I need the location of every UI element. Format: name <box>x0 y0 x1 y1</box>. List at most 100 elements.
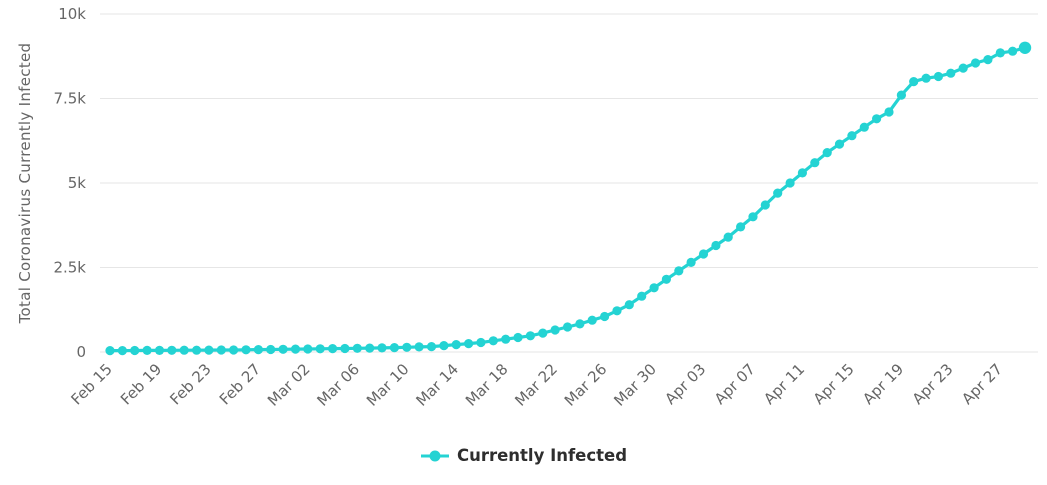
data-point[interactable] <box>365 343 375 353</box>
data-point[interactable] <box>204 345 214 355</box>
data-point[interactable] <box>686 257 696 267</box>
data-point[interactable] <box>303 344 313 354</box>
data-point[interactable] <box>476 337 486 348</box>
data-point[interactable] <box>970 58 981 68</box>
x-tick-label: Mar 06 <box>314 360 364 410</box>
data-point[interactable] <box>661 274 672 284</box>
data-point[interactable] <box>600 311 610 322</box>
x-tick-label: Feb 19 <box>117 360 165 408</box>
x-tick-label: Feb 15 <box>67 360 115 408</box>
data-point[interactable] <box>402 342 412 352</box>
data-point[interactable] <box>538 328 548 338</box>
data-point[interactable] <box>340 343 350 354</box>
data-point[interactable] <box>1008 46 1018 56</box>
data-point[interactable] <box>179 345 189 355</box>
data-point[interactable] <box>847 131 857 141</box>
data-point[interactable] <box>760 200 770 210</box>
data-point[interactable] <box>389 343 399 353</box>
data-point[interactable] <box>946 68 956 78</box>
data-point[interactable] <box>674 266 684 276</box>
data-point[interactable] <box>958 63 968 73</box>
data-point[interactable] <box>426 342 437 352</box>
data-point[interactable] <box>488 336 498 346</box>
x-tick-label: Apr 23 <box>909 360 957 408</box>
data-point[interactable] <box>810 158 820 168</box>
data-point[interactable] <box>328 344 338 354</box>
data-point[interactable] <box>773 188 783 198</box>
x-tick-label: Mar 22 <box>511 360 561 410</box>
data-point[interactable] <box>896 90 907 100</box>
data-point[interactable] <box>872 114 882 124</box>
data-point[interactable] <box>822 148 832 158</box>
data-point[interactable] <box>154 345 165 355</box>
data-point[interactable] <box>513 332 523 343</box>
data-point[interactable] <box>575 319 585 329</box>
legend-label: Currently Infected <box>456 446 628 465</box>
data-point[interactable] <box>117 346 127 356</box>
data-point[interactable] <box>266 344 276 355</box>
data-point[interactable] <box>216 345 226 355</box>
y-tick-label: 10k <box>58 5 86 23</box>
data-point[interactable] <box>785 178 795 188</box>
data-point[interactable] <box>933 71 944 82</box>
line-marker-icon <box>420 450 449 461</box>
data-point[interactable] <box>748 212 758 222</box>
legend-item-currently-infected[interactable]: Currently Infected <box>420 446 627 465</box>
data-point[interactable] <box>550 325 560 335</box>
data-point[interactable] <box>624 300 634 310</box>
data-point[interactable] <box>698 249 709 259</box>
data-point[interactable] <box>612 306 622 316</box>
data-point[interactable] <box>711 240 721 251</box>
data-point[interactable] <box>983 55 993 65</box>
data-point[interactable] <box>241 345 251 355</box>
data-point[interactable] <box>834 139 845 149</box>
data-point[interactable] <box>130 345 140 356</box>
data-point[interactable] <box>587 315 597 325</box>
data-point[interactable] <box>909 77 919 87</box>
data-point[interactable] <box>377 343 387 353</box>
data-point[interactable] <box>253 345 263 355</box>
data-point[interactable] <box>501 334 511 344</box>
data-point[interactable] <box>921 73 931 83</box>
data-point[interactable] <box>290 344 301 354</box>
data-point[interactable] <box>562 322 573 332</box>
data-point[interactable] <box>451 340 461 350</box>
series-line-currently-infected <box>108 46 1027 353</box>
data-point[interactable] <box>192 345 202 355</box>
data-point[interactable] <box>142 345 152 355</box>
y-tick-label: 7.5k <box>53 90 86 108</box>
data-point[interactable] <box>637 291 647 301</box>
x-tick-label: Apr 07 <box>711 360 759 408</box>
x-tick-label: Apr 11 <box>760 360 808 408</box>
data-point[interactable] <box>649 283 659 293</box>
x-tick-label: Apr 03 <box>661 360 709 408</box>
x-tick-label: Apr 19 <box>859 360 907 408</box>
x-tick-label: Feb 27 <box>216 360 264 408</box>
data-point[interactable] <box>1018 41 1032 54</box>
x-tick-label: Mar 18 <box>462 360 512 410</box>
y-tick-label: 5k <box>68 174 87 192</box>
data-point[interactable] <box>797 168 808 178</box>
x-tick-label: Apr 15 <box>810 360 858 408</box>
data-point[interactable] <box>859 122 869 132</box>
x-tick-label: Apr 27 <box>958 360 1006 408</box>
data-point[interactable] <box>736 222 746 232</box>
data-point[interactable] <box>352 343 362 353</box>
data-point[interactable] <box>723 232 733 242</box>
data-point[interactable] <box>439 341 449 351</box>
y-tick-label: 0 <box>76 343 86 361</box>
x-tick-label: Mar 30 <box>610 360 660 410</box>
data-point[interactable] <box>884 107 894 117</box>
data-point[interactable] <box>995 48 1005 58</box>
data-point[interactable] <box>105 346 115 356</box>
data-point[interactable] <box>525 331 536 341</box>
data-point[interactable] <box>278 344 288 354</box>
x-tick-label: Mar 02 <box>264 360 314 410</box>
data-point[interactable] <box>315 344 325 354</box>
data-point[interactable] <box>464 339 474 349</box>
data-point[interactable] <box>414 342 424 352</box>
data-point[interactable] <box>229 345 239 355</box>
data-point[interactable] <box>167 345 177 355</box>
